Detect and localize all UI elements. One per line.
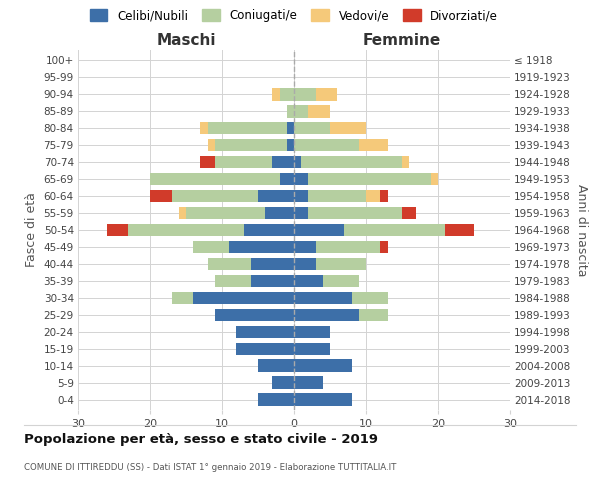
Bar: [294, 206, 308, 220]
Bar: [208, 258, 251, 270]
Bar: [359, 308, 388, 322]
Bar: [265, 206, 294, 220]
Bar: [352, 292, 388, 304]
Y-axis label: Fasce di età: Fasce di età: [25, 192, 38, 268]
Bar: [316, 240, 380, 254]
Text: Femmine: Femmine: [363, 34, 441, 48]
Bar: [208, 122, 287, 134]
Text: Maschi: Maschi: [156, 34, 216, 48]
Bar: [294, 156, 301, 168]
Bar: [402, 206, 416, 220]
Bar: [200, 156, 215, 168]
Bar: [308, 172, 431, 186]
Bar: [294, 394, 352, 406]
Bar: [272, 156, 294, 168]
Bar: [366, 190, 380, 202]
Bar: [193, 240, 229, 254]
Bar: [308, 190, 366, 202]
Bar: [287, 105, 294, 118]
Bar: [431, 172, 438, 186]
Bar: [294, 172, 308, 186]
Bar: [323, 274, 359, 287]
Bar: [236, 326, 294, 338]
Bar: [172, 190, 258, 202]
Bar: [344, 224, 445, 236]
Bar: [294, 274, 323, 287]
Bar: [308, 206, 402, 220]
Bar: [251, 274, 294, 287]
Bar: [316, 88, 337, 101]
Bar: [258, 360, 294, 372]
Bar: [294, 376, 323, 389]
Bar: [150, 190, 172, 202]
Bar: [215, 308, 294, 322]
Text: Popolazione per età, sesso e stato civile - 2019: Popolazione per età, sesso e stato civil…: [24, 432, 378, 446]
Bar: [294, 224, 344, 236]
Bar: [294, 258, 316, 270]
Bar: [251, 258, 294, 270]
Bar: [236, 342, 294, 355]
Bar: [380, 240, 388, 254]
Bar: [172, 292, 193, 304]
Bar: [294, 292, 352, 304]
Text: COMUNE DI ITTIREDDU (SS) - Dati ISTAT 1° gennaio 2019 - Elaborazione TUTTITALIA.: COMUNE DI ITTIREDDU (SS) - Dati ISTAT 1°…: [24, 463, 397, 472]
Bar: [402, 156, 409, 168]
Bar: [294, 190, 308, 202]
Bar: [258, 190, 294, 202]
Bar: [380, 190, 388, 202]
Bar: [316, 258, 366, 270]
Bar: [280, 88, 294, 101]
Bar: [445, 224, 474, 236]
Y-axis label: Anni di nascita: Anni di nascita: [575, 184, 587, 276]
Bar: [150, 172, 280, 186]
Bar: [272, 88, 280, 101]
Bar: [244, 224, 294, 236]
Bar: [294, 88, 316, 101]
Bar: [308, 105, 330, 118]
Bar: [215, 138, 287, 151]
Bar: [294, 138, 359, 151]
Bar: [272, 376, 294, 389]
Bar: [294, 105, 308, 118]
Bar: [294, 360, 352, 372]
Bar: [229, 240, 294, 254]
Bar: [107, 224, 128, 236]
Bar: [301, 156, 402, 168]
Bar: [215, 156, 272, 168]
Bar: [186, 206, 265, 220]
Bar: [128, 224, 244, 236]
Bar: [208, 138, 215, 151]
Bar: [215, 274, 251, 287]
Bar: [294, 240, 316, 254]
Bar: [287, 138, 294, 151]
Bar: [294, 122, 330, 134]
Legend: Celibi/Nubili, Coniugati/e, Vedovi/e, Divorziati/e: Celibi/Nubili, Coniugati/e, Vedovi/e, Di…: [90, 9, 498, 22]
Bar: [294, 342, 330, 355]
Bar: [179, 206, 186, 220]
Bar: [287, 122, 294, 134]
Bar: [200, 122, 208, 134]
Bar: [294, 308, 359, 322]
Bar: [280, 172, 294, 186]
Bar: [359, 138, 388, 151]
Bar: [330, 122, 366, 134]
Bar: [294, 326, 330, 338]
Bar: [193, 292, 294, 304]
Bar: [258, 394, 294, 406]
